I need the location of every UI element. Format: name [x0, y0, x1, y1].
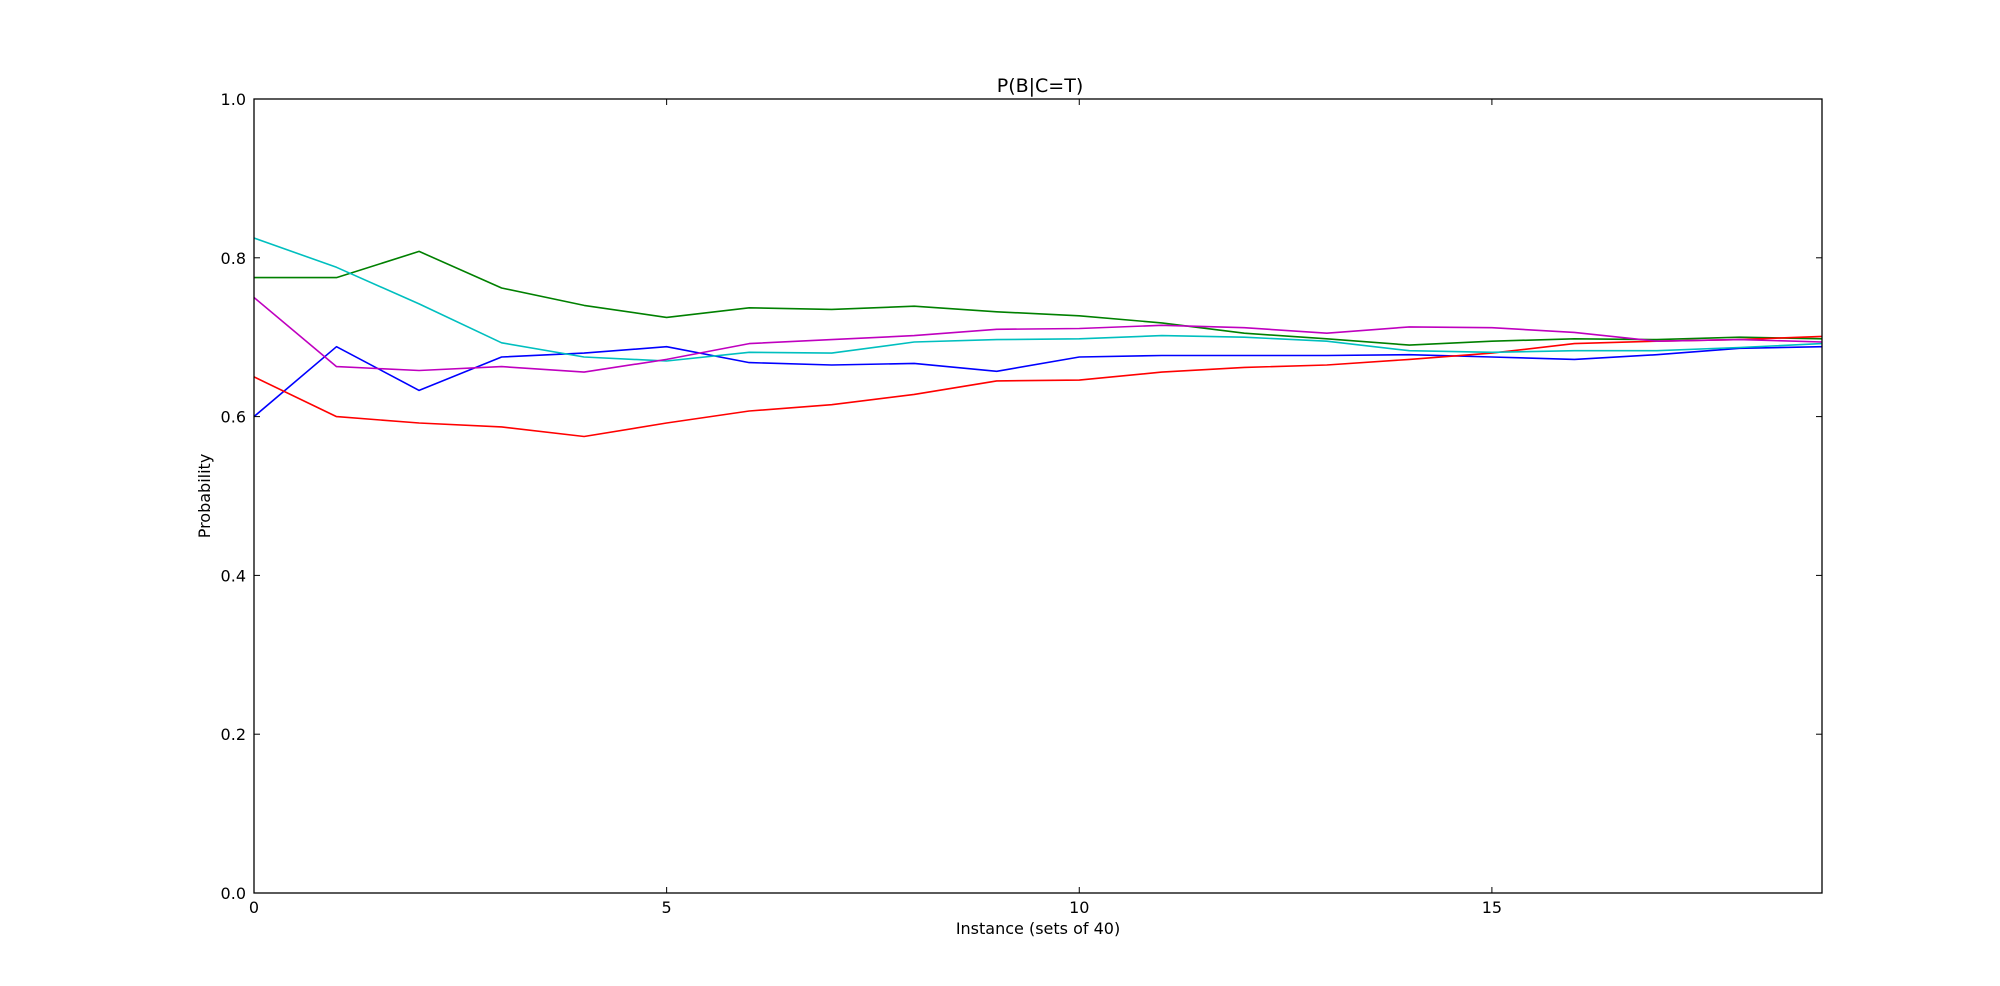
x-tick-label: 5: [662, 898, 672, 917]
y-tick-label: 0.8: [221, 249, 246, 268]
series-line-2: [254, 250, 1823, 346]
series-layer: [253, 237, 1823, 438]
ticks-layer: 0 5 10 15 0.0 0.2 0.4 0.6 0.8 1.0: [221, 90, 1822, 917]
y-tick-label: 1.0: [221, 90, 246, 109]
series-line-3: [253, 335, 1823, 438]
plot-frame: [253, 98, 1823, 894]
series-line-1: [253, 345, 1823, 418]
x-tick-label: 10: [1069, 898, 1089, 917]
series-line-4: [253, 237, 1823, 362]
y-tick-label: 0.6: [221, 408, 246, 427]
y-tick-label: 0.0: [221, 884, 246, 903]
series-line-5: [253, 296, 1823, 373]
chart-title: P(B|C=T): [997, 75, 1084, 97]
y-tick-label: 0.4: [221, 566, 246, 585]
y-tick-label: 0.2: [221, 725, 246, 744]
x-tick-label: 0: [249, 898, 259, 917]
x-tick-label: 15: [1482, 898, 1502, 917]
x-axis-label: Instance (sets of 40): [956, 919, 1120, 938]
y-axis-label: Probability: [195, 454, 214, 539]
